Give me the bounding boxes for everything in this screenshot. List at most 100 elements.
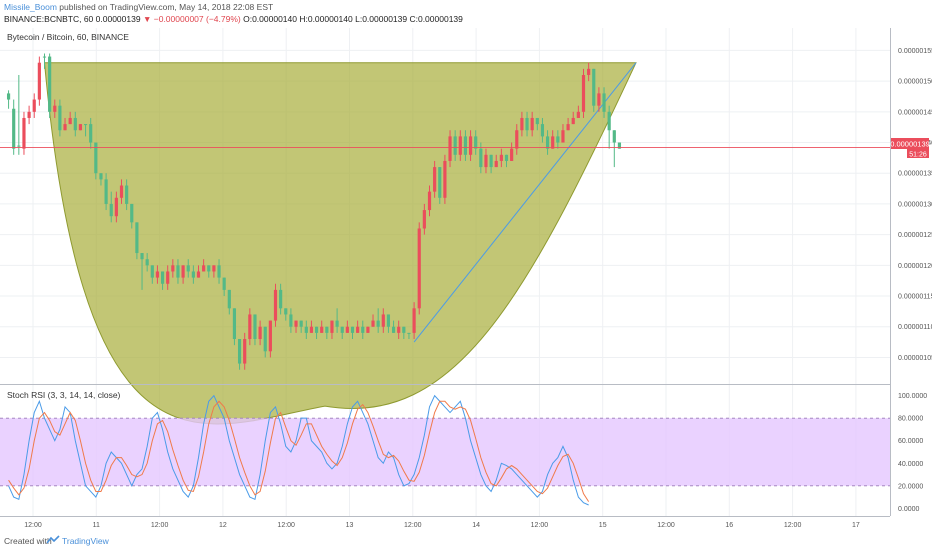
candle-body [381, 314, 385, 327]
candle [279, 283, 283, 315]
candle [345, 320, 349, 333]
candle [114, 191, 118, 223]
candle-body [345, 326, 349, 333]
candle [12, 99, 16, 155]
candle-body [438, 167, 442, 198]
candle-body [376, 320, 380, 327]
candle-body [58, 105, 62, 131]
price-tick-label-2: 0.00000115 [898, 294, 932, 301]
candle [407, 332, 411, 340]
candle [222, 277, 226, 297]
candle [104, 173, 108, 211]
candle [48, 53, 52, 118]
candle-body [407, 332, 411, 334]
candle [58, 99, 62, 137]
candle [243, 332, 247, 370]
candle-body [42, 56, 47, 58]
candle [386, 314, 391, 333]
candle [181, 265, 185, 284]
footer-bar: Created with TradingView [0, 532, 932, 550]
candle [525, 111, 529, 137]
candle [289, 308, 293, 333]
candle [217, 259, 221, 284]
candle-body [417, 228, 421, 309]
candle-body [304, 326, 308, 333]
candle [612, 130, 616, 168]
header-bar: Missile_Boom published on TradingView.co… [0, 0, 932, 28]
rsi-tick-label-1: 20.0000 [898, 483, 923, 490]
candle [314, 326, 319, 340]
time-tick-label-10: 12:00 [657, 522, 675, 529]
candle [304, 320, 308, 340]
time-tick-label-1: 11 [93, 522, 100, 529]
candle-body [202, 265, 206, 272]
countdown-tag [907, 149, 929, 158]
candle-body [284, 308, 288, 315]
candle [540, 117, 545, 143]
candle [412, 302, 416, 340]
candle [376, 308, 380, 333]
price-tag [891, 138, 929, 149]
candle-body [433, 167, 437, 192]
candle [535, 117, 539, 131]
candle [171, 259, 175, 278]
candle-body [222, 277, 226, 290]
candle [268, 320, 272, 358]
rsi-axis[interactable]: 0.0000 20.0000 40.0000 60.0000 80.0000 100.00… [898, 393, 927, 513]
candle-body [356, 326, 360, 333]
candle-body [181, 265, 185, 278]
candle-body [73, 117, 77, 131]
candle [453, 130, 457, 161]
candle-body [48, 56, 52, 112]
candle-body [299, 320, 303, 327]
candle-body [330, 320, 334, 333]
publish-text: published on TradingView.com, May 14, 20… [59, 2, 274, 12]
time-tick-label-0: 12:00 [24, 522, 42, 529]
candle-body [587, 68, 591, 75]
candle-body [453, 136, 457, 155]
time-tick-label-13: 17 [852, 522, 860, 529]
candle [73, 111, 77, 137]
tradingview-logo-icon [46, 535, 60, 544]
candle [83, 124, 88, 137]
time-tick-label-8: 12:00 [531, 522, 549, 529]
price-tick-label-0: 0.00000105 [898, 355, 932, 362]
time-tick-label-12: 12:00 [784, 522, 802, 529]
author-link[interactable]: Missile_Boom [4, 2, 57, 12]
candle [37, 56, 41, 106]
candle-body [540, 124, 545, 137]
cup-pattern [43, 62, 637, 425]
candle-body [309, 326, 314, 333]
candle-body [510, 148, 514, 161]
time-tick-label-7: 14 [472, 522, 480, 529]
candle [232, 308, 237, 346]
price-change: −0.00000007 (−4.79%) [153, 14, 241, 24]
price-tick-label-1: 0.00000110 [898, 324, 932, 331]
candle [602, 87, 606, 118]
candle-body [78, 124, 83, 131]
time-axis[interactable]: 12:00 11 12:00 12 12:00 13 12:00 14 12:00 15 12:00… [24, 522, 860, 529]
candle [581, 68, 586, 118]
candle-body [494, 160, 498, 168]
candle [248, 308, 252, 346]
candle [391, 320, 396, 333]
candle-body [145, 259, 149, 266]
candle [299, 320, 303, 333]
created-with-label: Created with [4, 536, 52, 546]
candle-body [597, 93, 601, 106]
candle [32, 93, 36, 118]
candle-body [140, 253, 144, 260]
candle-body [253, 314, 257, 340]
candle [587, 62, 591, 82]
candle [294, 320, 298, 333]
chart-canvas[interactable]: Bytecoin / Bitcoin, 60, BINANCE Stoch RS… [0, 28, 932, 532]
candle-body [535, 117, 539, 125]
tradingview-brand[interactable]: TradingView [62, 536, 109, 546]
candle-body [479, 148, 483, 168]
candle [366, 326, 370, 333]
candle-body [68, 117, 72, 125]
candle [438, 167, 442, 204]
candle [237, 339, 242, 370]
time-tick-label-4: 12:00 [277, 522, 295, 529]
candle-body [279, 289, 283, 309]
